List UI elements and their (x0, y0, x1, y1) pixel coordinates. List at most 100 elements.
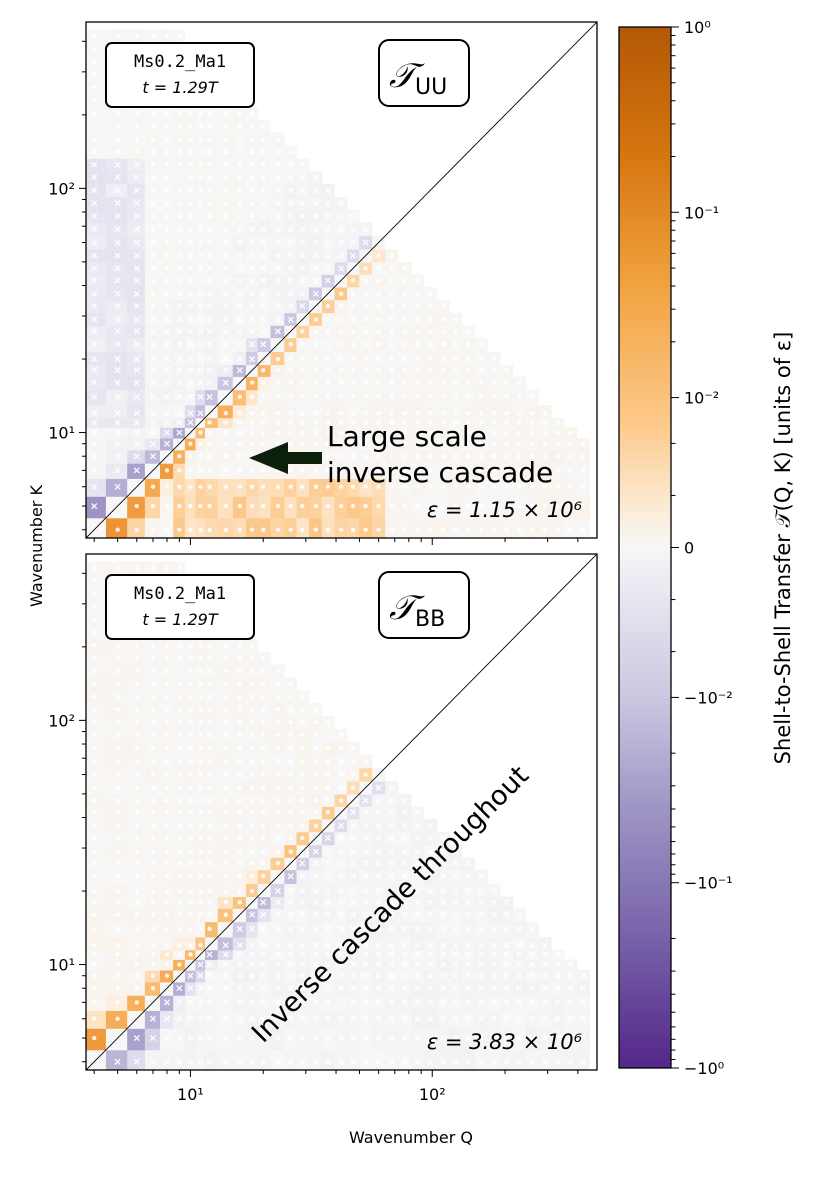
positive-marker (350, 394, 356, 400)
positive-marker (288, 468, 293, 473)
negative-marker (91, 467, 98, 474)
title-subscript: BB (415, 607, 445, 632)
positive-marker (177, 253, 182, 258)
positive-marker (325, 759, 331, 764)
positive-marker (427, 454, 433, 459)
negative-marker (324, 951, 331, 958)
negative-marker (465, 951, 472, 958)
positive-marker (134, 810, 139, 815)
positive-marker (300, 720, 305, 725)
positive-marker (581, 441, 586, 446)
negative-marker (452, 925, 459, 932)
positive-marker (223, 454, 228, 459)
negative-marker (197, 316, 204, 323)
positive-marker (249, 527, 255, 532)
negative-marker (338, 951, 345, 958)
positive-marker (198, 430, 203, 435)
positive-marker (115, 681, 120, 687)
positive-marker (249, 136, 255, 142)
positive-marker (91, 136, 97, 142)
positive-marker (249, 861, 255, 866)
positive-marker (427, 527, 433, 532)
positive-marker (478, 454, 484, 459)
positive-marker (198, 468, 203, 473)
negative-marker (312, 999, 319, 1006)
negative-marker (401, 887, 408, 895)
positive-marker (198, 681, 203, 687)
positive-marker (288, 798, 293, 803)
negative-marker (401, 860, 408, 867)
positive-marker (134, 926, 139, 932)
negative-marker (133, 467, 140, 474)
positive-marker (376, 368, 381, 373)
positive-marker (453, 430, 458, 435)
positive-marker (177, 484, 182, 489)
positive-marker (313, 368, 319, 373)
negative-marker (274, 972, 281, 979)
positive-marker (453, 420, 458, 425)
positive-marker (288, 356, 293, 362)
heatmap-cell (205, 389, 219, 406)
positive-marker (188, 454, 193, 459)
positive-marker (288, 368, 293, 373)
negative-marker (149, 328, 157, 335)
negative-marker (260, 1058, 267, 1065)
negative-marker (312, 1015, 319, 1022)
positive-marker (177, 454, 182, 459)
positive-marker (338, 380, 344, 385)
negative-marker (388, 951, 395, 958)
positive-marker (91, 986, 97, 991)
positive-marker (275, 681, 281, 687)
negative-marker (465, 911, 472, 918)
negative-marker (427, 873, 434, 880)
negative-marker (477, 972, 485, 979)
positive-marker (389, 278, 394, 283)
positive-marker (288, 732, 293, 738)
negative-marker (349, 1058, 357, 1065)
positive-marker (223, 759, 228, 764)
negative-marker (516, 961, 523, 968)
negative-marker (465, 899, 472, 906)
heatmap-cell (334, 995, 348, 1011)
negative-marker (206, 302, 213, 310)
positive-marker (275, 823, 281, 829)
positive-marker (177, 874, 182, 879)
positive-marker (198, 874, 203, 879)
negative-marker (452, 942, 459, 949)
heatmap-cell (86, 937, 107, 951)
negative-marker (222, 1015, 229, 1022)
heatmap-cell (372, 1028, 386, 1051)
positive-marker (491, 394, 497, 400)
positive-marker (325, 503, 331, 509)
negative-marker (401, 951, 408, 958)
negative-marker (236, 302, 243, 310)
negative-marker (349, 942, 357, 949)
negative-marker (149, 419, 157, 426)
negative-marker (349, 999, 357, 1006)
positive-marker (198, 441, 203, 446)
negative-marker (287, 187, 294, 194)
negative-marker (503, 1015, 510, 1022)
heatmap-cell (449, 937, 463, 951)
positive-marker (363, 411, 368, 416)
positive-marker (300, 368, 305, 373)
positive-marker (363, 759, 368, 764)
positive-marker (261, 503, 266, 509)
negative-marker (133, 379, 140, 386)
negative-marker (401, 822, 408, 829)
positive-marker (313, 759, 319, 764)
positive-marker (177, 123, 182, 129)
positive-marker (504, 394, 509, 400)
positive-marker (325, 329, 331, 334)
negative-marker (236, 316, 243, 323)
positive-marker (504, 380, 509, 385)
negative-marker (338, 860, 345, 867)
positive-marker (164, 720, 170, 725)
negative-marker (529, 985, 536, 992)
heatmap-cell (86, 222, 107, 237)
positive-marker (415, 430, 420, 435)
negative-marker (503, 911, 510, 918)
positive-marker (177, 888, 182, 894)
positive-marker (164, 484, 170, 489)
